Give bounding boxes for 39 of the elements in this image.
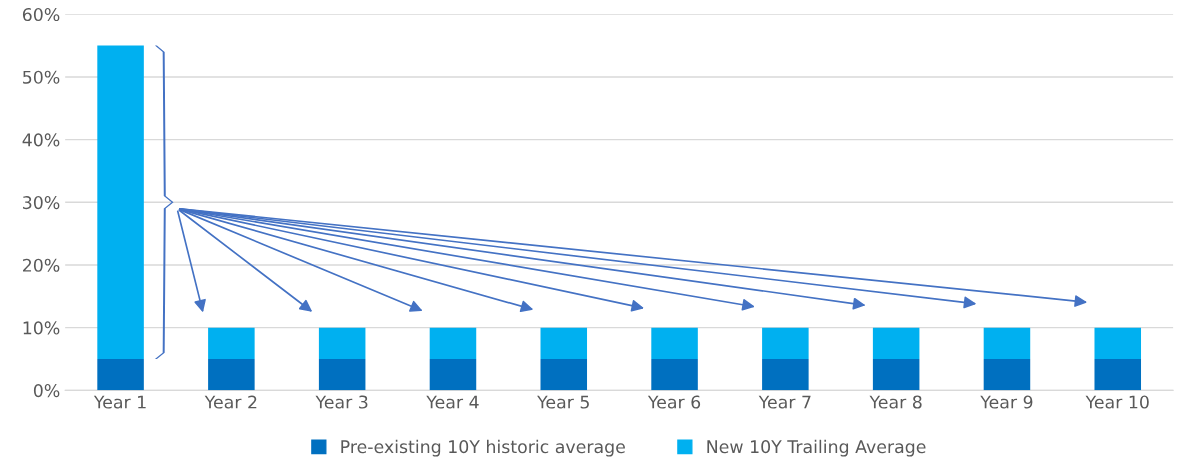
x-tick-label: Year 10 [1085,395,1149,409]
bar [208,327,255,359]
bar [872,327,920,359]
y-tick-label: 0% [33,384,60,398]
x-tick-label: Year 1 [93,395,146,409]
y-tick-label: 60% [22,7,60,22]
bar [983,327,1031,359]
x-tick-label: Year 5 [537,395,589,409]
x-tick-label: Year 2 [204,395,257,409]
bar [97,45,144,359]
bar [651,327,698,359]
x-tick-label: Year 9 [980,395,1033,409]
bar [651,358,698,391]
bar [1094,358,1142,391]
x-tick-label: Year 6 [647,395,701,409]
y-tick-label: 10% [23,321,60,335]
x-tick-label: Year 8 [869,395,922,409]
bar [429,358,477,391]
x-tick-label: Year 3 [315,395,368,409]
bar [762,358,809,391]
x-tick-label: Year 4 [426,395,479,409]
y-tick-label: 30% [23,196,60,210]
bar [872,358,920,391]
y-tick-label: 40% [22,133,60,147]
bar [208,358,255,391]
y-tick-label: 50% [23,70,60,84]
bar [318,327,366,359]
bar [429,327,477,359]
bar [540,358,588,391]
y-tick-label: 20% [23,258,60,272]
bar [983,358,1031,391]
bar [1094,327,1142,359]
x-tick-label: Year 7 [758,395,811,409]
bar [540,327,588,359]
legend-label: New 10Y Trailing Average [707,439,926,457]
legend-label: Pre-existing 10Y historic average [341,439,625,457]
bar [762,327,809,359]
bar [318,358,366,391]
bar [97,358,144,391]
